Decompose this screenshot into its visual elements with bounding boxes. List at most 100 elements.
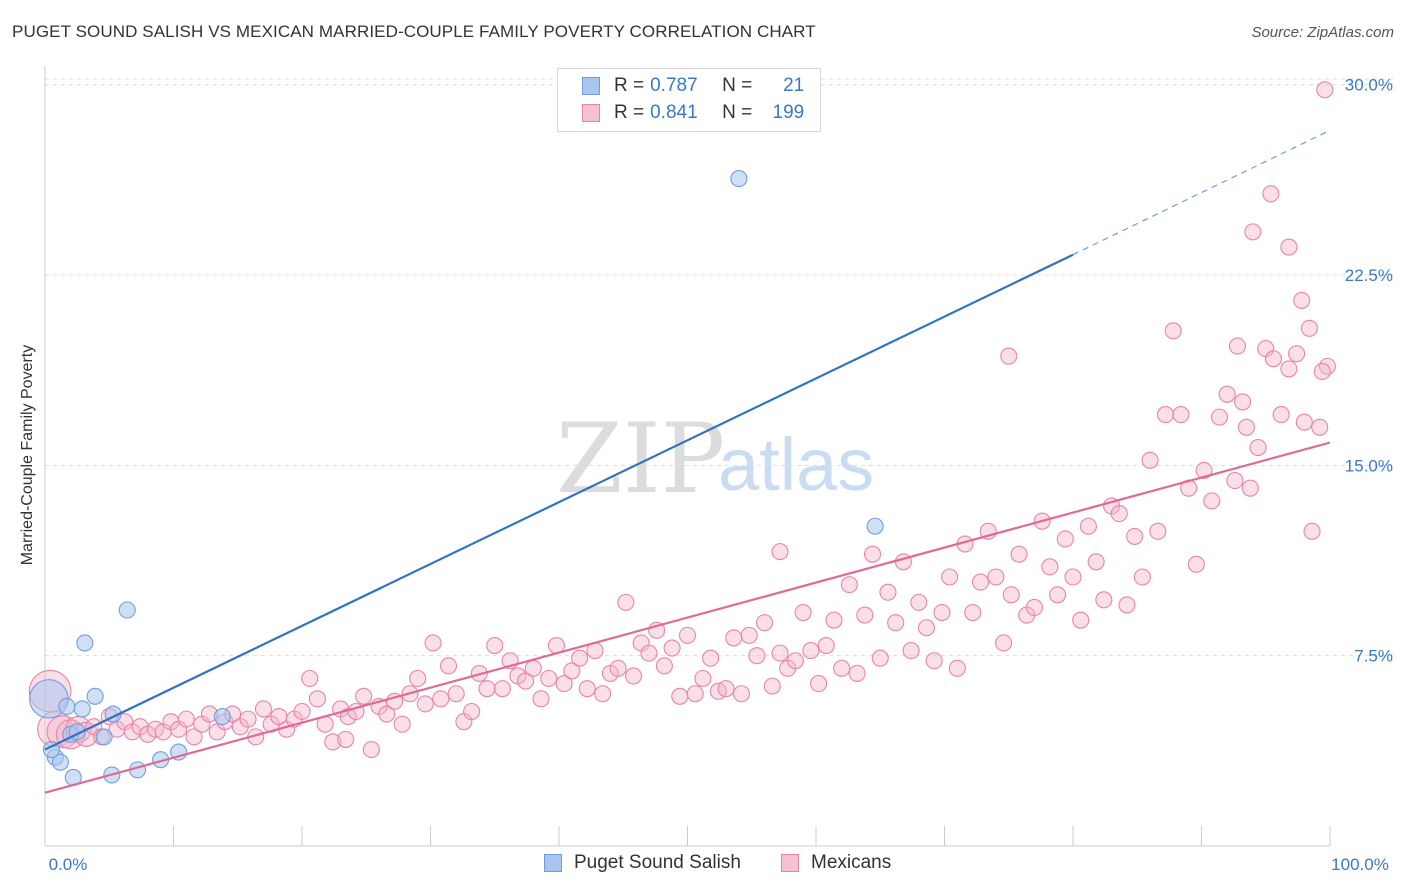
mexicans-point	[786, 652, 804, 670]
mexicans-point	[663, 639, 681, 657]
y-tick-label: 22.5%	[1345, 266, 1393, 285]
mexicans-point	[594, 685, 612, 703]
mexicans-trend-line	[44, 441, 1331, 794]
mexicans-point	[771, 543, 789, 561]
mexicans-point	[1072, 611, 1090, 629]
legend-item-salish[interactable]: Puget Sound Salish	[544, 852, 741, 874]
stats-legend: R = 0.787 N = 21 R = 0.841 N = 199	[557, 68, 821, 132]
salish-point	[730, 170, 748, 188]
mexicans-point	[1280, 360, 1298, 378]
mexicans-point	[1262, 185, 1280, 203]
mexicans-point	[879, 583, 897, 601]
mexicans-point	[1172, 406, 1190, 424]
mexicans-point	[802, 642, 820, 660]
mexicans-point	[1149, 522, 1167, 540]
mexicans-point	[254, 700, 273, 718]
tick-labels: 7.5% 15.0% 22.5% 30.0% 0.0% 100.0%	[49, 76, 1393, 874]
axes	[44, 66, 1331, 847]
mexicans-point	[833, 659, 851, 677]
mexicans-point	[987, 568, 1005, 586]
mexicans-point	[1164, 322, 1182, 340]
mexicans-point	[1049, 586, 1067, 604]
mexicans-point	[1064, 568, 1082, 586]
mexicans-point	[1234, 393, 1252, 411]
mexicans-point	[856, 606, 874, 624]
watermark-atlas: atlas	[718, 423, 874, 506]
r-value: 0.787	[650, 75, 698, 96]
mexicans-point	[655, 657, 673, 675]
mexicans-point	[1237, 418, 1256, 436]
mexicans-point	[293, 702, 311, 721]
mexicans-point	[409, 669, 427, 688]
r-value: 0.841	[650, 102, 698, 123]
mexicans-point	[1280, 238, 1298, 256]
y-tick-label: 15.0%	[1345, 456, 1393, 475]
salish-trend-extension	[1072, 129, 1331, 256]
salish-swatch	[582, 77, 600, 95]
mexicans-point	[1118, 596, 1136, 614]
mexicans-point	[1195, 461, 1213, 479]
mexicans-point	[740, 626, 758, 644]
mexicans-point	[732, 685, 751, 703]
mexicans-point	[871, 649, 889, 667]
mexicans-point	[1187, 555, 1205, 573]
mexicans-point	[1110, 505, 1128, 523]
salish-point	[866, 517, 884, 535]
salish-point	[73, 700, 91, 718]
mexicans-point	[1079, 517, 1097, 535]
mexicans-point	[887, 614, 905, 632]
n-value: 199	[772, 102, 805, 123]
salish-point	[118, 601, 136, 619]
mexicans-point	[571, 649, 589, 667]
mexicans-point	[1313, 362, 1331, 380]
stats-row-mexicans: R = 0.841 N = 199	[582, 102, 804, 124]
mexicans-point	[848, 664, 866, 682]
mexicans-point	[678, 626, 697, 644]
mexicans-point	[1203, 492, 1221, 510]
r-label: R =	[614, 102, 645, 123]
mexicans-point	[694, 669, 712, 688]
salish-trend-line	[44, 253, 1074, 751]
source-label: Source: ZipAtlas.com	[1251, 24, 1394, 41]
mexicans-point	[902, 642, 920, 660]
legend-item-mexicans[interactable]: Mexicans	[781, 852, 891, 874]
mexicans-point	[609, 659, 627, 677]
mexicans-point	[424, 634, 442, 652]
mexicans-point	[185, 728, 203, 746]
mexicans-point	[1288, 345, 1306, 363]
mexicans-point	[478, 680, 496, 698]
mexicans-point	[810, 675, 828, 693]
mexicans-point	[563, 662, 581, 680]
mexicans-point	[1000, 347, 1018, 365]
mexicans-point	[1056, 530, 1074, 548]
salish-point	[86, 687, 104, 705]
x-tick-label: 100.0%	[1331, 855, 1389, 874]
mexicans-point	[493, 680, 512, 698]
mexicans-point	[1228, 337, 1247, 355]
mexicans-point	[825, 611, 843, 629]
mexicans-point	[1126, 527, 1144, 545]
mexicans-point	[748, 647, 766, 665]
mexicans-point	[1316, 81, 1334, 99]
mexicans-point	[794, 603, 812, 622]
mexicans-point	[686, 685, 704, 703]
r-label: R =	[614, 75, 645, 96]
legend-label-mexicans: Mexicans	[811, 852, 892, 873]
mexicans-swatch	[781, 854, 799, 872]
y-tick-label: 7.5%	[1354, 647, 1393, 666]
mexicans-point	[1141, 451, 1159, 469]
mexicans-point	[540, 669, 558, 688]
mexicans-point	[1300, 319, 1318, 337]
mexicans-point	[756, 614, 774, 632]
mexicans-point	[416, 695, 434, 713]
mexicans-point	[717, 680, 735, 698]
salish-swatch	[544, 854, 562, 872]
mexicans-point	[532, 690, 550, 708]
series-legend: Puget Sound Salish Mexicans	[0, 852, 1406, 876]
mexicans-point	[555, 675, 573, 693]
mexicans-point	[917, 619, 936, 637]
trend-lines	[44, 129, 1331, 794]
mexicans-point	[524, 659, 542, 677]
mexicans-point	[486, 636, 504, 655]
